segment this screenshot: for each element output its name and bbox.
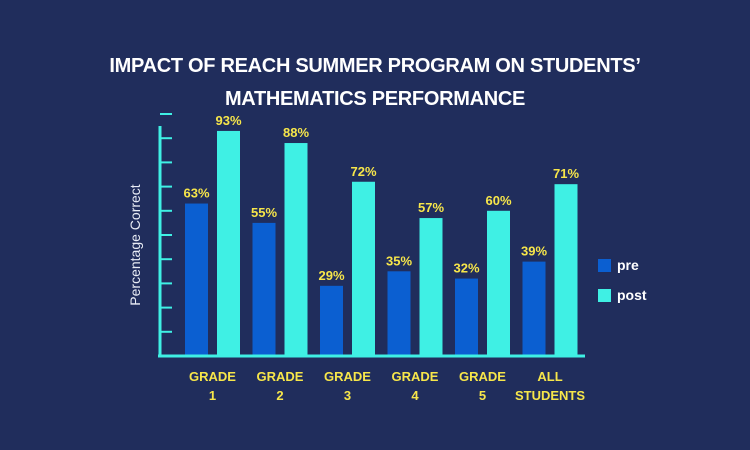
bar-post-1 <box>217 130 240 356</box>
category-label-5-line-2: 5 <box>479 388 486 403</box>
chart-title: IMPACT OF REACH SUMMER PROGRAM ON STUDEN… <box>0 50 750 116</box>
value-label-post-4: 57% <box>418 200 444 215</box>
bar-post-4 <box>419 218 443 356</box>
category-label-2-line-1: GRADE <box>257 369 304 384</box>
category-label-6-line-2: STUDENTS <box>515 388 585 403</box>
bar-pre-6 <box>522 261 546 356</box>
value-label-post-3: 72% <box>350 164 376 179</box>
value-label-pre-4: 35% <box>386 253 412 268</box>
category-label-1-line-1: GRADE <box>189 369 236 384</box>
value-label-post-5: 60% <box>485 193 511 208</box>
value-label-pre-3: 29% <box>318 268 344 283</box>
category-label-6-line-1: ALL <box>537 369 562 384</box>
category-label-4-line-1: GRADE <box>392 369 439 384</box>
bar-post-2 <box>284 143 308 356</box>
category-label-1-line-2: 1 <box>209 388 216 403</box>
value-label-pre-6: 39% <box>521 244 547 259</box>
value-label-pre-5: 32% <box>453 261 479 276</box>
bar-post-5 <box>487 210 510 356</box>
bar-pre-2 <box>252 222 276 356</box>
bar-pre-5 <box>455 278 478 356</box>
value-label-pre-1: 63% <box>183 186 209 201</box>
category-label-4-line-2: 4 <box>411 388 419 403</box>
legend-label-post: post <box>617 287 647 303</box>
bar-pre-4 <box>387 271 411 356</box>
legend-swatch-pre <box>598 258 611 272</box>
bar-pre-3 <box>320 285 343 356</box>
legend-item-post: post <box>598 280 647 310</box>
bar-post-6 <box>554 184 578 356</box>
category-label-5-line-1: GRADE <box>459 369 506 384</box>
bar-post-3 <box>352 181 375 356</box>
bar-pre-1 <box>185 203 208 356</box>
chart-title-line-2: MATHEMATICS PERFORMANCE <box>224 88 526 110</box>
legend: pre post <box>598 250 647 310</box>
value-label-post-1: 93% <box>215 113 241 128</box>
value-label-pre-2: 55% <box>251 205 277 220</box>
category-label-3-line-2: 3 <box>344 388 351 403</box>
legend-item-pre: pre <box>598 250 647 280</box>
chart-title-line-1: IMPACT OF REACH SUMMER PROGRAM ON STUDEN… <box>109 55 641 77</box>
value-label-post-2: 88% <box>283 125 309 140</box>
category-label-2-line-2: 2 <box>276 388 283 403</box>
legend-label-pre: pre <box>617 257 639 273</box>
legend-swatch-post <box>598 288 611 302</box>
value-label-post-6: 71% <box>553 166 579 181</box>
category-label-3-line-1: GRADE <box>324 369 371 384</box>
